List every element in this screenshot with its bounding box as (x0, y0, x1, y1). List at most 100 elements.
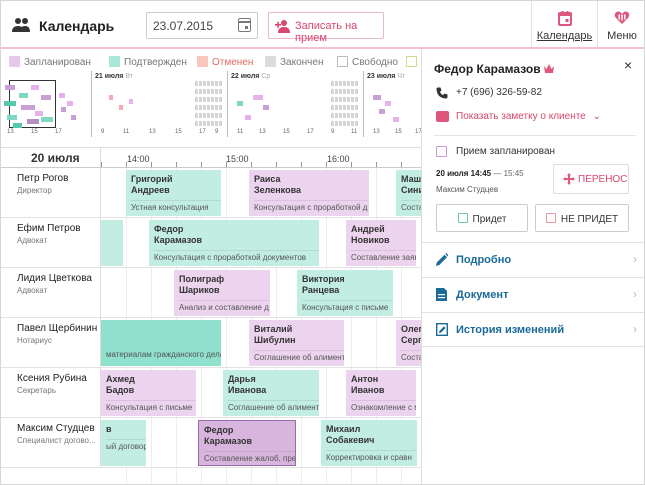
appointment-block[interactable]: Дарья Иванова Соглашение об алимент (223, 370, 319, 416)
time-tick (201, 162, 202, 167)
overview-hour-label: 11 (123, 129, 130, 135)
appointment-service: Консультация с письме (106, 400, 196, 412)
add-user-icon (275, 20, 290, 33)
calendar-tab-icon (557, 11, 572, 26)
appointment-service: Соглашение об алимент (254, 350, 344, 362)
appointment-specialist: Максим Студцев (436, 185, 499, 194)
appointment-block[interactable]: Виталий Шибулин Соглашение об алимент (249, 320, 344, 366)
overview-day: 23 июля Чт (367, 73, 406, 80)
appointment-block[interactable]: Ахмед Бадов Консультация с письме (101, 370, 196, 416)
appointment-block[interactable] (101, 220, 123, 266)
overview-slot (5, 85, 15, 90)
grid-line (376, 168, 377, 484)
appointment-client: Антон Иванов (351, 374, 385, 395)
reschedule-button[interactable]: ПЕРЕНОС (553, 164, 629, 194)
overview-slot (129, 99, 133, 104)
tab-menu[interactable]: Меню (597, 1, 644, 47)
schedule-row[interactable] (101, 418, 421, 468)
overview-slot (393, 117, 399, 122)
tab-menu-label: Меню (607, 30, 637, 42)
schedule-row[interactable] (101, 318, 421, 368)
date-picker[interactable]: 23.07.2015 (146, 12, 258, 39)
overview-slot (31, 85, 39, 90)
schedule-row[interactable] (101, 218, 421, 268)
crown-icon (544, 64, 554, 73)
overview-slot (245, 115, 251, 120)
employee-cell: Ксения Рубина Секретарь (1, 368, 101, 418)
overview-hour-label: 13 (149, 129, 156, 135)
appointment-block[interactable]: Полиграф Шариков Анализ и составление д (174, 270, 270, 316)
appointment-block[interactable]: материалам гражданского дела (101, 320, 221, 366)
calendar-icon[interactable] (238, 18, 251, 32)
document-icon (436, 288, 447, 301)
appointment-block[interactable]: Михаил Собакевич Корректировка и сравн (321, 420, 417, 466)
section-history-label: История изменений (456, 324, 565, 336)
appointment-client: Виктория Ранцева (302, 274, 345, 295)
client-phone[interactable]: +7 (696) 326-59-82 (436, 87, 542, 99)
overview-slot (237, 101, 243, 106)
overview-slot (195, 113, 223, 118)
week-overview[interactable]: 21 июля Вт 22 июля Ср 23 июля Чт 13 15 17 9… (1, 71, 421, 139)
overview-slot (385, 101, 391, 106)
schedule-row[interactable] (101, 168, 421, 218)
will-come-button[interactable]: Придет (436, 204, 528, 232)
overview-slot (71, 115, 76, 120)
appointment-block[interactable]: Григорий Андреев Устная консультация (126, 170, 221, 216)
appointment-service: Консультация с проработкой документов (154, 250, 319, 262)
overview-hour-label: 9 (331, 129, 335, 135)
time-tick (301, 162, 302, 167)
time-tick (101, 162, 102, 167)
appointment-time: 20 июля 14:45 — 15:45 (436, 169, 524, 178)
legend-swatch (265, 56, 276, 67)
appointment-block[interactable]: Андрей Новиков Составление заяв (346, 220, 416, 266)
overview-hour-label: 11 (351, 129, 358, 135)
overview-slot (119, 105, 123, 110)
appointment-service: Соста (401, 200, 421, 212)
legend-finished: Закончен (265, 56, 323, 68)
appointment-client: Полиграф Шариков (179, 274, 225, 295)
appointment-time-end: — 15:45 (493, 169, 524, 178)
appointment-block[interactable]: Федор Карамазов Консультация с проработкой… (149, 220, 319, 266)
overview-slot (13, 123, 22, 128)
appointment-block[interactable]: в ый договор (101, 420, 146, 466)
move-arrows-icon (563, 173, 575, 185)
show-note-link[interactable]: Показать заметку о клиенте ⌄ (436, 111, 601, 122)
legend-cancelled: Отменен (197, 56, 253, 68)
time-tick (226, 162, 227, 167)
time-tick (176, 162, 177, 167)
appointment-service: Составление жалоб, пре (204, 451, 295, 463)
section-document[interactable]: Документ › (422, 277, 644, 312)
appointment-service: материалам гражданского дела (106, 350, 221, 359)
overview-divider (363, 71, 364, 137)
appointment-block[interactable]: Раиса Зеленкова Консультация с проработкой… (249, 170, 369, 216)
overview-slot (331, 81, 359, 86)
pencil-icon (436, 253, 448, 266)
appointment-service: Консультация с письме (302, 300, 393, 312)
overview-slot (195, 81, 223, 86)
overview-slot (67, 101, 73, 106)
overview-slot (41, 95, 51, 100)
section-details[interactable]: Подробно › (422, 242, 644, 277)
appointment-block[interactable]: Виктория Ранцева Консультация с письме (297, 270, 393, 316)
employee-role: Нотариус (17, 336, 52, 345)
overview-hour-label: 13 (259, 129, 266, 135)
check-calendar-icon (457, 213, 468, 223)
time-tick (376, 162, 377, 167)
tab-calendar[interactable]: Календарь (531, 1, 597, 47)
wont-come-button[interactable]: НЕ ПРИДЕТ (535, 204, 629, 232)
schedule-row[interactable] (101, 268, 421, 318)
note-icon (436, 111, 449, 122)
employee-name: Ксения Рубина (17, 373, 87, 384)
section-details-label: Подробно (456, 254, 512, 266)
close-icon[interactable]: × (624, 57, 633, 73)
section-history[interactable]: История изменений › (422, 312, 644, 347)
appointment-block[interactable]: МашСини Соста (396, 170, 421, 216)
legend-swatch (9, 56, 20, 67)
appointment-service: Ознакомление с мате (351, 400, 416, 412)
appointment-block[interactable]: Федор Карамазов Составление жалоб, пре (198, 420, 296, 466)
appointment-client: Федор Карамазов (204, 425, 253, 446)
schedule-row[interactable] (101, 368, 421, 418)
register-appointment-button[interactable]: Записать на прием (268, 12, 384, 44)
